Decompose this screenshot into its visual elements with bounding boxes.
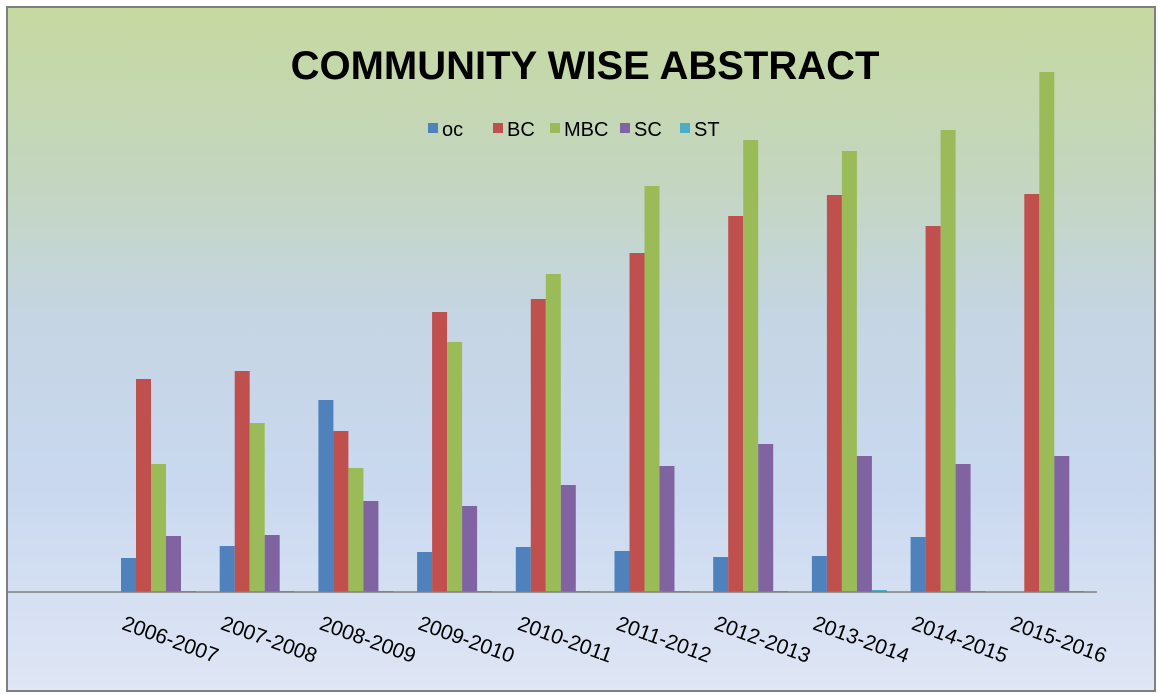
legend-swatch-oc — [428, 123, 438, 133]
bar-bc-2009-2010 — [432, 312, 448, 592]
bar-bc-2015-2016 — [1024, 194, 1040, 592]
legend-label-oc: oc — [442, 119, 463, 141]
x-tick-label: 2006-2007 — [119, 612, 221, 668]
bar-mbc-2007-2008 — [249, 423, 265, 592]
legend: oc BC MBC SC ST — [428, 119, 720, 141]
bar-oc-2006-2007 — [121, 558, 136, 592]
bar-mbc-2009-2010 — [447, 342, 463, 592]
x-tick-label: 2013-2014 — [810, 612, 913, 668]
bar-oc-2014-2015 — [910, 537, 926, 592]
bar-bc-2006-2007 — [136, 379, 151, 592]
bar-bc-2014-2015 — [925, 226, 941, 592]
bar-mbc-2012-2013 — [743, 140, 759, 592]
bar-bc-2011-2012 — [629, 253, 645, 592]
legend-label-mbc: MBC — [564, 119, 608, 141]
bar-oc-2009-2010 — [417, 552, 433, 592]
legend-swatch-st — [680, 123, 690, 133]
bar-sc-2009-2010 — [462, 506, 478, 592]
bar-sc-2013-2014 — [856, 456, 872, 592]
bar-bc-2008-2009 — [333, 431, 349, 592]
bar-sc-2010-2011 — [560, 485, 576, 592]
bar-sc-2008-2009 — [363, 501, 379, 592]
bar-sc-2011-2012 — [659, 466, 675, 592]
bar-bc-2007-2008 — [234, 371, 250, 592]
bar-sc-2014-2015 — [955, 464, 971, 592]
legend-swatch-bc — [493, 123, 503, 133]
bar-mbc-2011-2012 — [644, 186, 660, 592]
legend-label-bc: BC — [507, 119, 535, 141]
bar-sc-2006-2007 — [166, 536, 181, 592]
x-axis-ticks: 2006-20072007-20082008-20092009-20102010… — [119, 612, 1110, 668]
bar-mbc-2008-2009 — [348, 468, 364, 592]
bar-mbc-2014-2015 — [940, 130, 956, 592]
bar-oc-2007-2008 — [219, 546, 235, 592]
x-tick-label: 2015-2016 — [1007, 612, 1109, 668]
x-tick-label: 2010-2011 — [515, 612, 616, 667]
x-tick-label: 2009-2010 — [415, 612, 517, 668]
bar-mbc-2015-2016 — [1039, 72, 1055, 592]
legend-swatch-sc — [620, 123, 630, 133]
x-tick-label: 2008-2009 — [316, 612, 418, 668]
bar-mbc-2010-2011 — [545, 274, 561, 592]
chart-area: COMMUNITY WISE ABSTRACT oc BC MBC SC ST 2006… — [6, 6, 1156, 692]
x-tick-label: 2007-2008 — [218, 612, 320, 668]
x-tick-label: 2012-2013 — [711, 612, 813, 668]
bar-oc-2011-2012 — [614, 551, 630, 592]
bar-mbc-2006-2007 — [151, 464, 166, 592]
bar-oc-2013-2014 — [811, 556, 827, 592]
chart-title: COMMUNITY WISE ABSTRACT — [291, 44, 880, 88]
bar-oc-2008-2009 — [318, 400, 334, 592]
bar-sc-2012-2013 — [758, 444, 774, 592]
bar-oc-2010-2011 — [515, 547, 531, 592]
bars — [121, 72, 1085, 592]
x-tick-label: 2014-2015 — [909, 612, 1011, 668]
bar-mbc-2013-2014 — [841, 151, 857, 592]
bar-chart: COMMUNITY WISE ABSTRACT oc BC MBC SC ST 2006… — [8, 44, 1110, 668]
bar-bc-2013-2014 — [826, 195, 842, 592]
bar-sc-2007-2008 — [264, 535, 280, 592]
x-tick-label: 2011-2012 — [613, 612, 714, 667]
bar-bc-2012-2013 — [728, 216, 744, 592]
bar-oc-2012-2013 — [713, 557, 729, 592]
bar-bc-2010-2011 — [530, 299, 546, 592]
legend-label-st: ST — [694, 119, 720, 141]
bar-sc-2015-2016 — [1054, 456, 1070, 592]
legend-label-sc: SC — [634, 119, 662, 141]
legend-swatch-mbc — [550, 123, 560, 133]
bar-st-2013-2014 — [871, 590, 887, 592]
